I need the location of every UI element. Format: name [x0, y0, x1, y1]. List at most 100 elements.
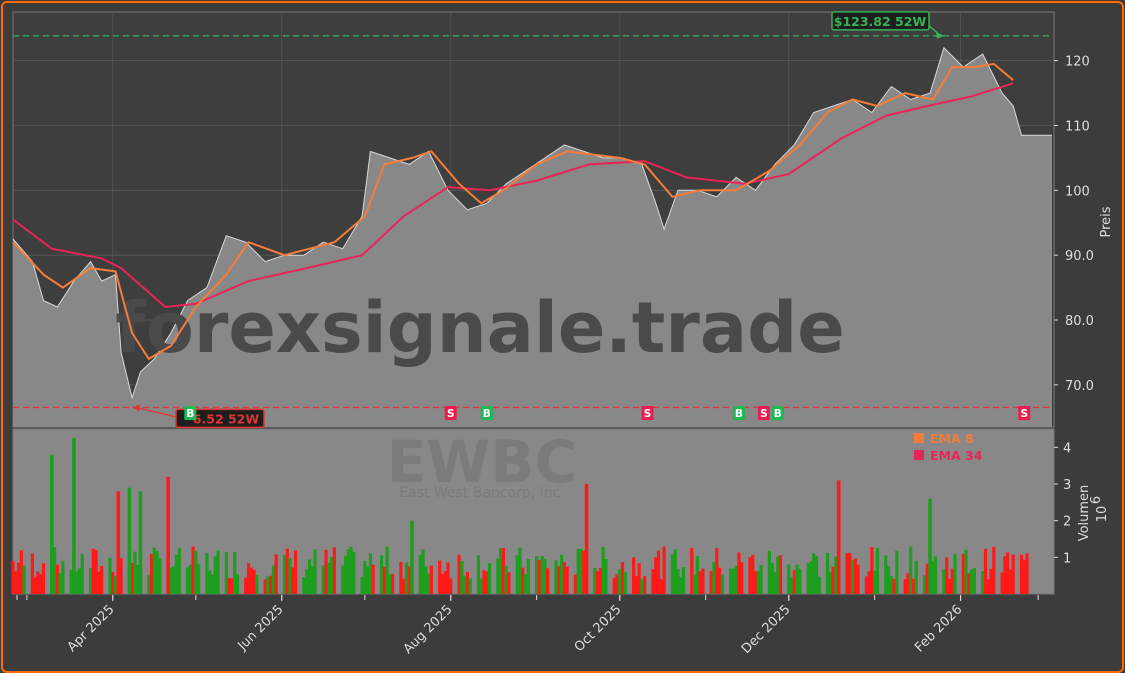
ema34-line [12, 82, 1014, 309]
volume-bar [440, 573, 445, 594]
volume-bar [307, 559, 312, 594]
volume-bar [692, 574, 697, 594]
volume-bar [1003, 556, 1007, 594]
volume-bar [928, 498, 932, 594]
volume-bar [94, 550, 98, 594]
volume-bar [523, 574, 528, 594]
volume-bar [695, 555, 699, 594]
volume-bar [485, 571, 489, 594]
volume-bar [371, 564, 375, 594]
volume-bar [111, 571, 115, 594]
volume-bar [521, 567, 525, 594]
volume-bar [889, 576, 893, 594]
volume-bar [136, 564, 140, 594]
volume-bar [91, 548, 95, 594]
high-52w-label: $123.82 52W [834, 14, 927, 29]
low-52w-arrowhead [132, 404, 141, 412]
volume-bar [870, 547, 874, 594]
volume-bar [424, 566, 428, 594]
volume-bar [753, 571, 758, 594]
volume-bar [856, 564, 860, 594]
price-tick-label: 120 [1065, 55, 1090, 70]
volume-bar [368, 553, 373, 594]
volume-bar [97, 571, 101, 594]
volume-bar [792, 569, 796, 594]
volume-bar [773, 571, 777, 594]
signal-label: S [644, 408, 652, 420]
volume-bar [814, 556, 819, 594]
volume-bar [244, 577, 248, 594]
volume-bar [460, 561, 464, 594]
volume-bar [576, 548, 580, 594]
volume-bar [385, 546, 389, 594]
volume-bar [967, 573, 971, 594]
volume-bar [776, 556, 780, 594]
volume-bar [388, 574, 392, 594]
high-52w-arrowhead [935, 31, 944, 39]
volume-bar [205, 553, 209, 594]
volume-bar [961, 553, 965, 594]
volume-bar [41, 563, 46, 594]
volume-bar [798, 568, 802, 594]
volume-bar [346, 549, 350, 594]
volume-bar [341, 565, 345, 594]
volume-bar [130, 562, 134, 594]
volume-bar [507, 572, 511, 594]
volume-bar [255, 574, 259, 594]
volume-bar [670, 554, 675, 594]
volume-bar [886, 566, 891, 594]
low-52w-label: 6.52 52W [193, 411, 260, 426]
volume-bar [778, 555, 783, 594]
volume-bar [884, 555, 888, 594]
volume-bar [410, 520, 414, 594]
volume-bar [11, 560, 15, 594]
volume-bar [535, 555, 539, 594]
volume-bar [654, 557, 658, 594]
signal-label: B [774, 408, 782, 420]
volume-bar [288, 558, 292, 594]
volume-bar [903, 579, 907, 594]
volume-bar [427, 573, 431, 594]
volume-bar [662, 546, 666, 594]
legend-swatch [914, 450, 924, 460]
volume-bar [914, 560, 918, 594]
volume-bar [224, 551, 228, 594]
volume-bar [809, 561, 813, 594]
volume-bar [197, 563, 201, 594]
volume-bar [155, 550, 159, 594]
volume-plot-area [12, 428, 1055, 595]
signal-marker-s [757, 406, 770, 420]
volume-bar [313, 549, 317, 594]
high-52w-label-box [831, 11, 930, 31]
volume-bar [208, 570, 212, 594]
volume-bar [795, 564, 799, 594]
volume-bar [463, 575, 467, 594]
volume-bar [302, 577, 306, 594]
volume-bar [825, 552, 830, 594]
volume-bar [213, 556, 217, 594]
volume-bar [58, 573, 62, 594]
volume-bar [659, 579, 663, 594]
volume-bar [399, 561, 403, 594]
signal-label: B [735, 408, 743, 420]
volume-bar [601, 547, 605, 594]
volume-bar [77, 568, 82, 594]
x-tick-label: Feb 2026 [912, 602, 965, 655]
low-52w-label-box [175, 408, 265, 429]
volume-bar [681, 567, 686, 594]
volume-bar [853, 558, 857, 594]
volume-bar [953, 554, 957, 594]
volume-tick-label: 1 [1063, 551, 1071, 566]
volume-bar [188, 564, 192, 594]
volume-bar [737, 552, 741, 594]
volume-bar [770, 562, 774, 594]
volume-bar [360, 576, 364, 594]
volume-bar [349, 546, 353, 594]
volume-bar [986, 579, 990, 594]
signal-label: S [447, 408, 455, 420]
volume-bar [634, 576, 638, 594]
volume-bar [945, 557, 949, 594]
signal-marker-s [1018, 406, 1031, 420]
